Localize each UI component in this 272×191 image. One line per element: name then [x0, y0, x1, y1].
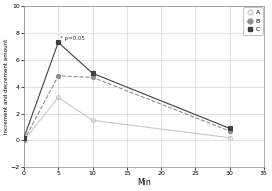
Y-axis label: Increment and decrement amount: Increment and decrement amount	[4, 39, 9, 134]
Legend: A, B, C: A, B, C	[243, 7, 263, 35]
X-axis label: Min: Min	[137, 178, 151, 187]
Text: * p=0.05: * p=0.05	[60, 36, 85, 41]
